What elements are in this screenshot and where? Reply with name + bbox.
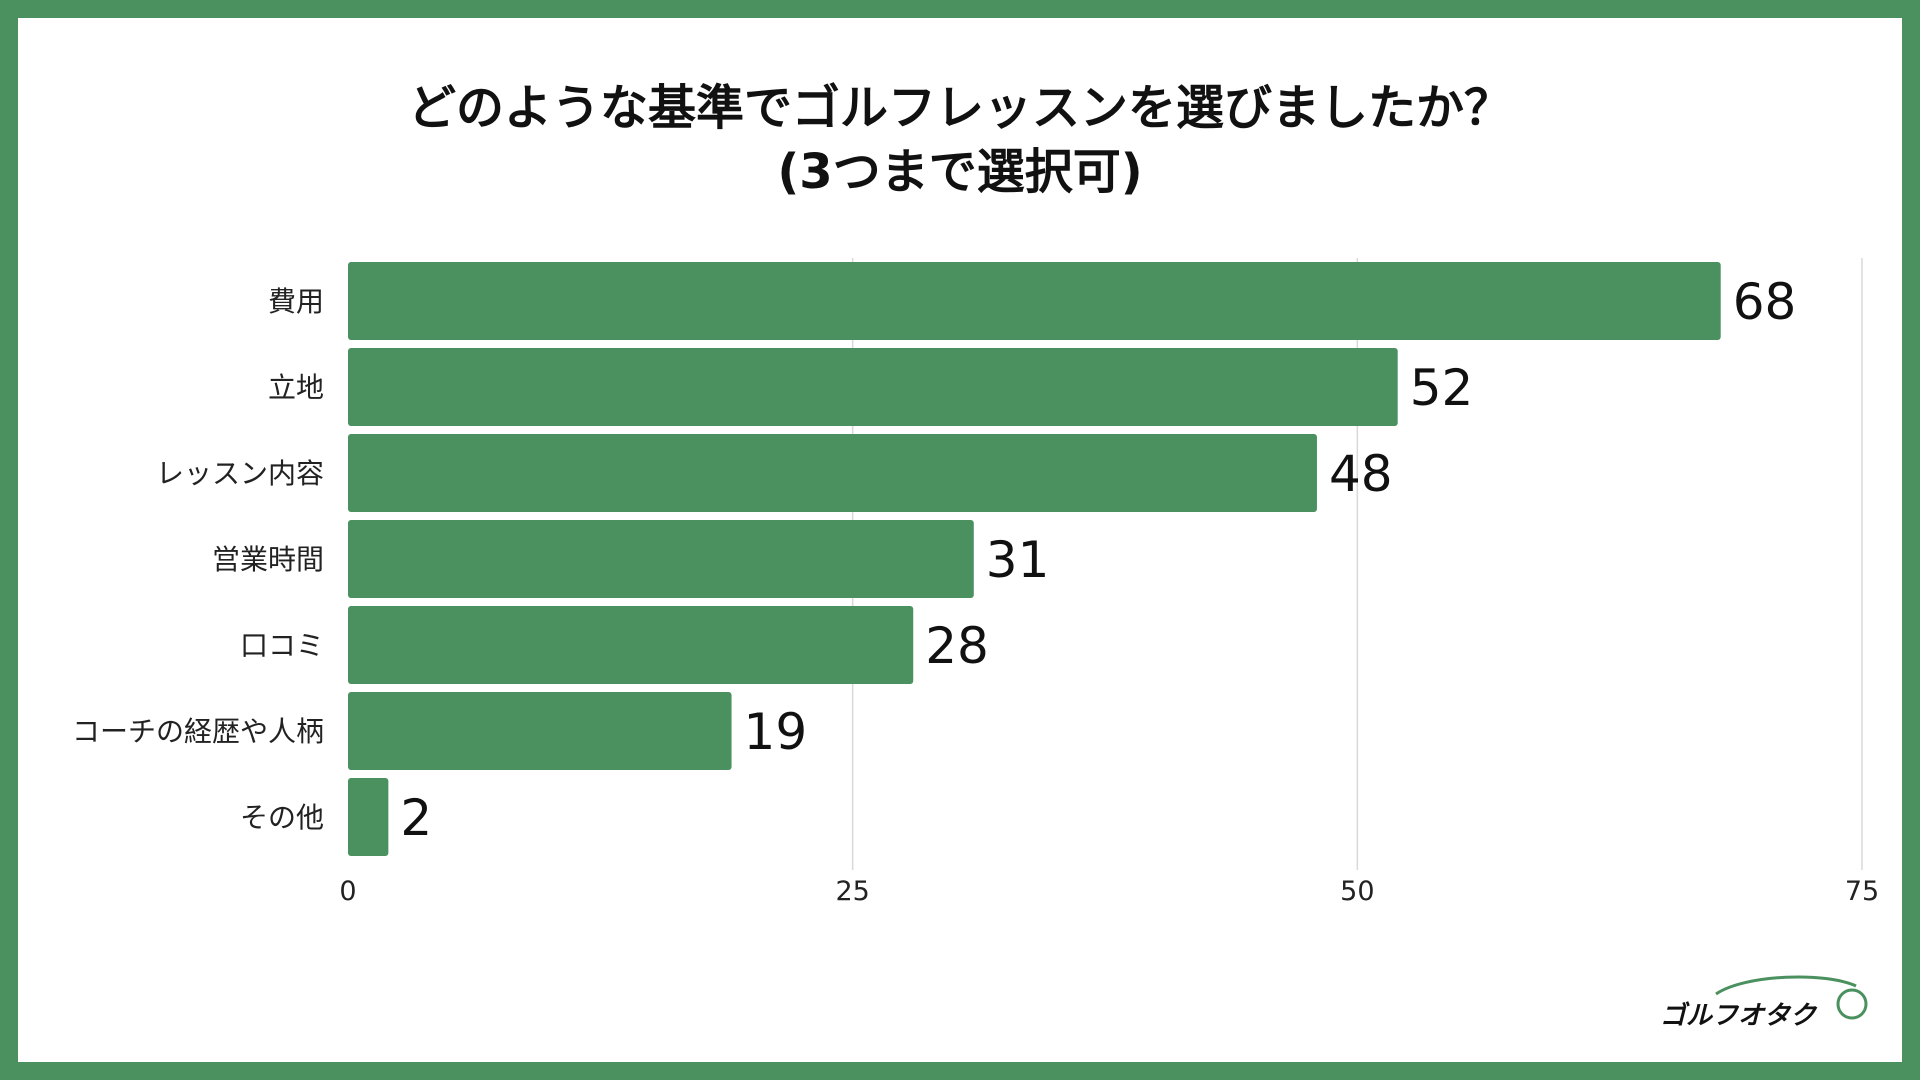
category-label-2: レッスン内容: [156, 457, 324, 490]
bar-3: [348, 520, 974, 598]
logo-swoosh: [1715, 975, 1857, 996]
x-tick-label-25: 25: [835, 876, 869, 907]
bar-4: [348, 606, 914, 684]
category-label-3: 営業時間: [212, 543, 324, 576]
value-label-4: 28: [925, 617, 989, 675]
x-tick-label-0: 0: [339, 876, 356, 907]
golf-otaku-logo: ゴルフオタク: [1660, 975, 1868, 1031]
value-label-2: 48: [1329, 445, 1393, 503]
bar-6: [348, 778, 389, 856]
category-label-1: 立地: [268, 371, 324, 404]
value-label-5: 19: [744, 703, 808, 761]
bar-0: [348, 262, 1721, 340]
chart-title-line1: どのような基準でゴルフレッスンを選びましたか？: [407, 80, 1512, 136]
value-label-0: 68: [1733, 273, 1797, 331]
value-label-3: 31: [986, 531, 1050, 589]
category-label-4: 口コミ: [240, 629, 324, 662]
logo-text: ゴルフオタク: [1660, 1001, 1818, 1031]
chart-title-line2: (3つまで選択可): [777, 144, 1143, 200]
value-label-6: 2: [400, 789, 432, 847]
golf-ball-icon: [1836, 988, 1868, 1020]
category-label-5: コーチの経歴や人柄: [72, 715, 324, 748]
chart-title: どのような基準でゴルフレッスンを選びましたか？ (3つまで選択可): [0, 76, 1920, 204]
bar-5: [348, 692, 732, 770]
x-tick-label-75: 75: [1845, 876, 1879, 907]
x-tick-label-50: 50: [1340, 876, 1374, 907]
category-label-6: その他: [240, 801, 324, 834]
bar-2: [348, 434, 1317, 512]
value-label-1: 52: [1410, 359, 1474, 417]
category-label-0: 費用: [268, 285, 324, 318]
bar-1: [348, 348, 1398, 426]
